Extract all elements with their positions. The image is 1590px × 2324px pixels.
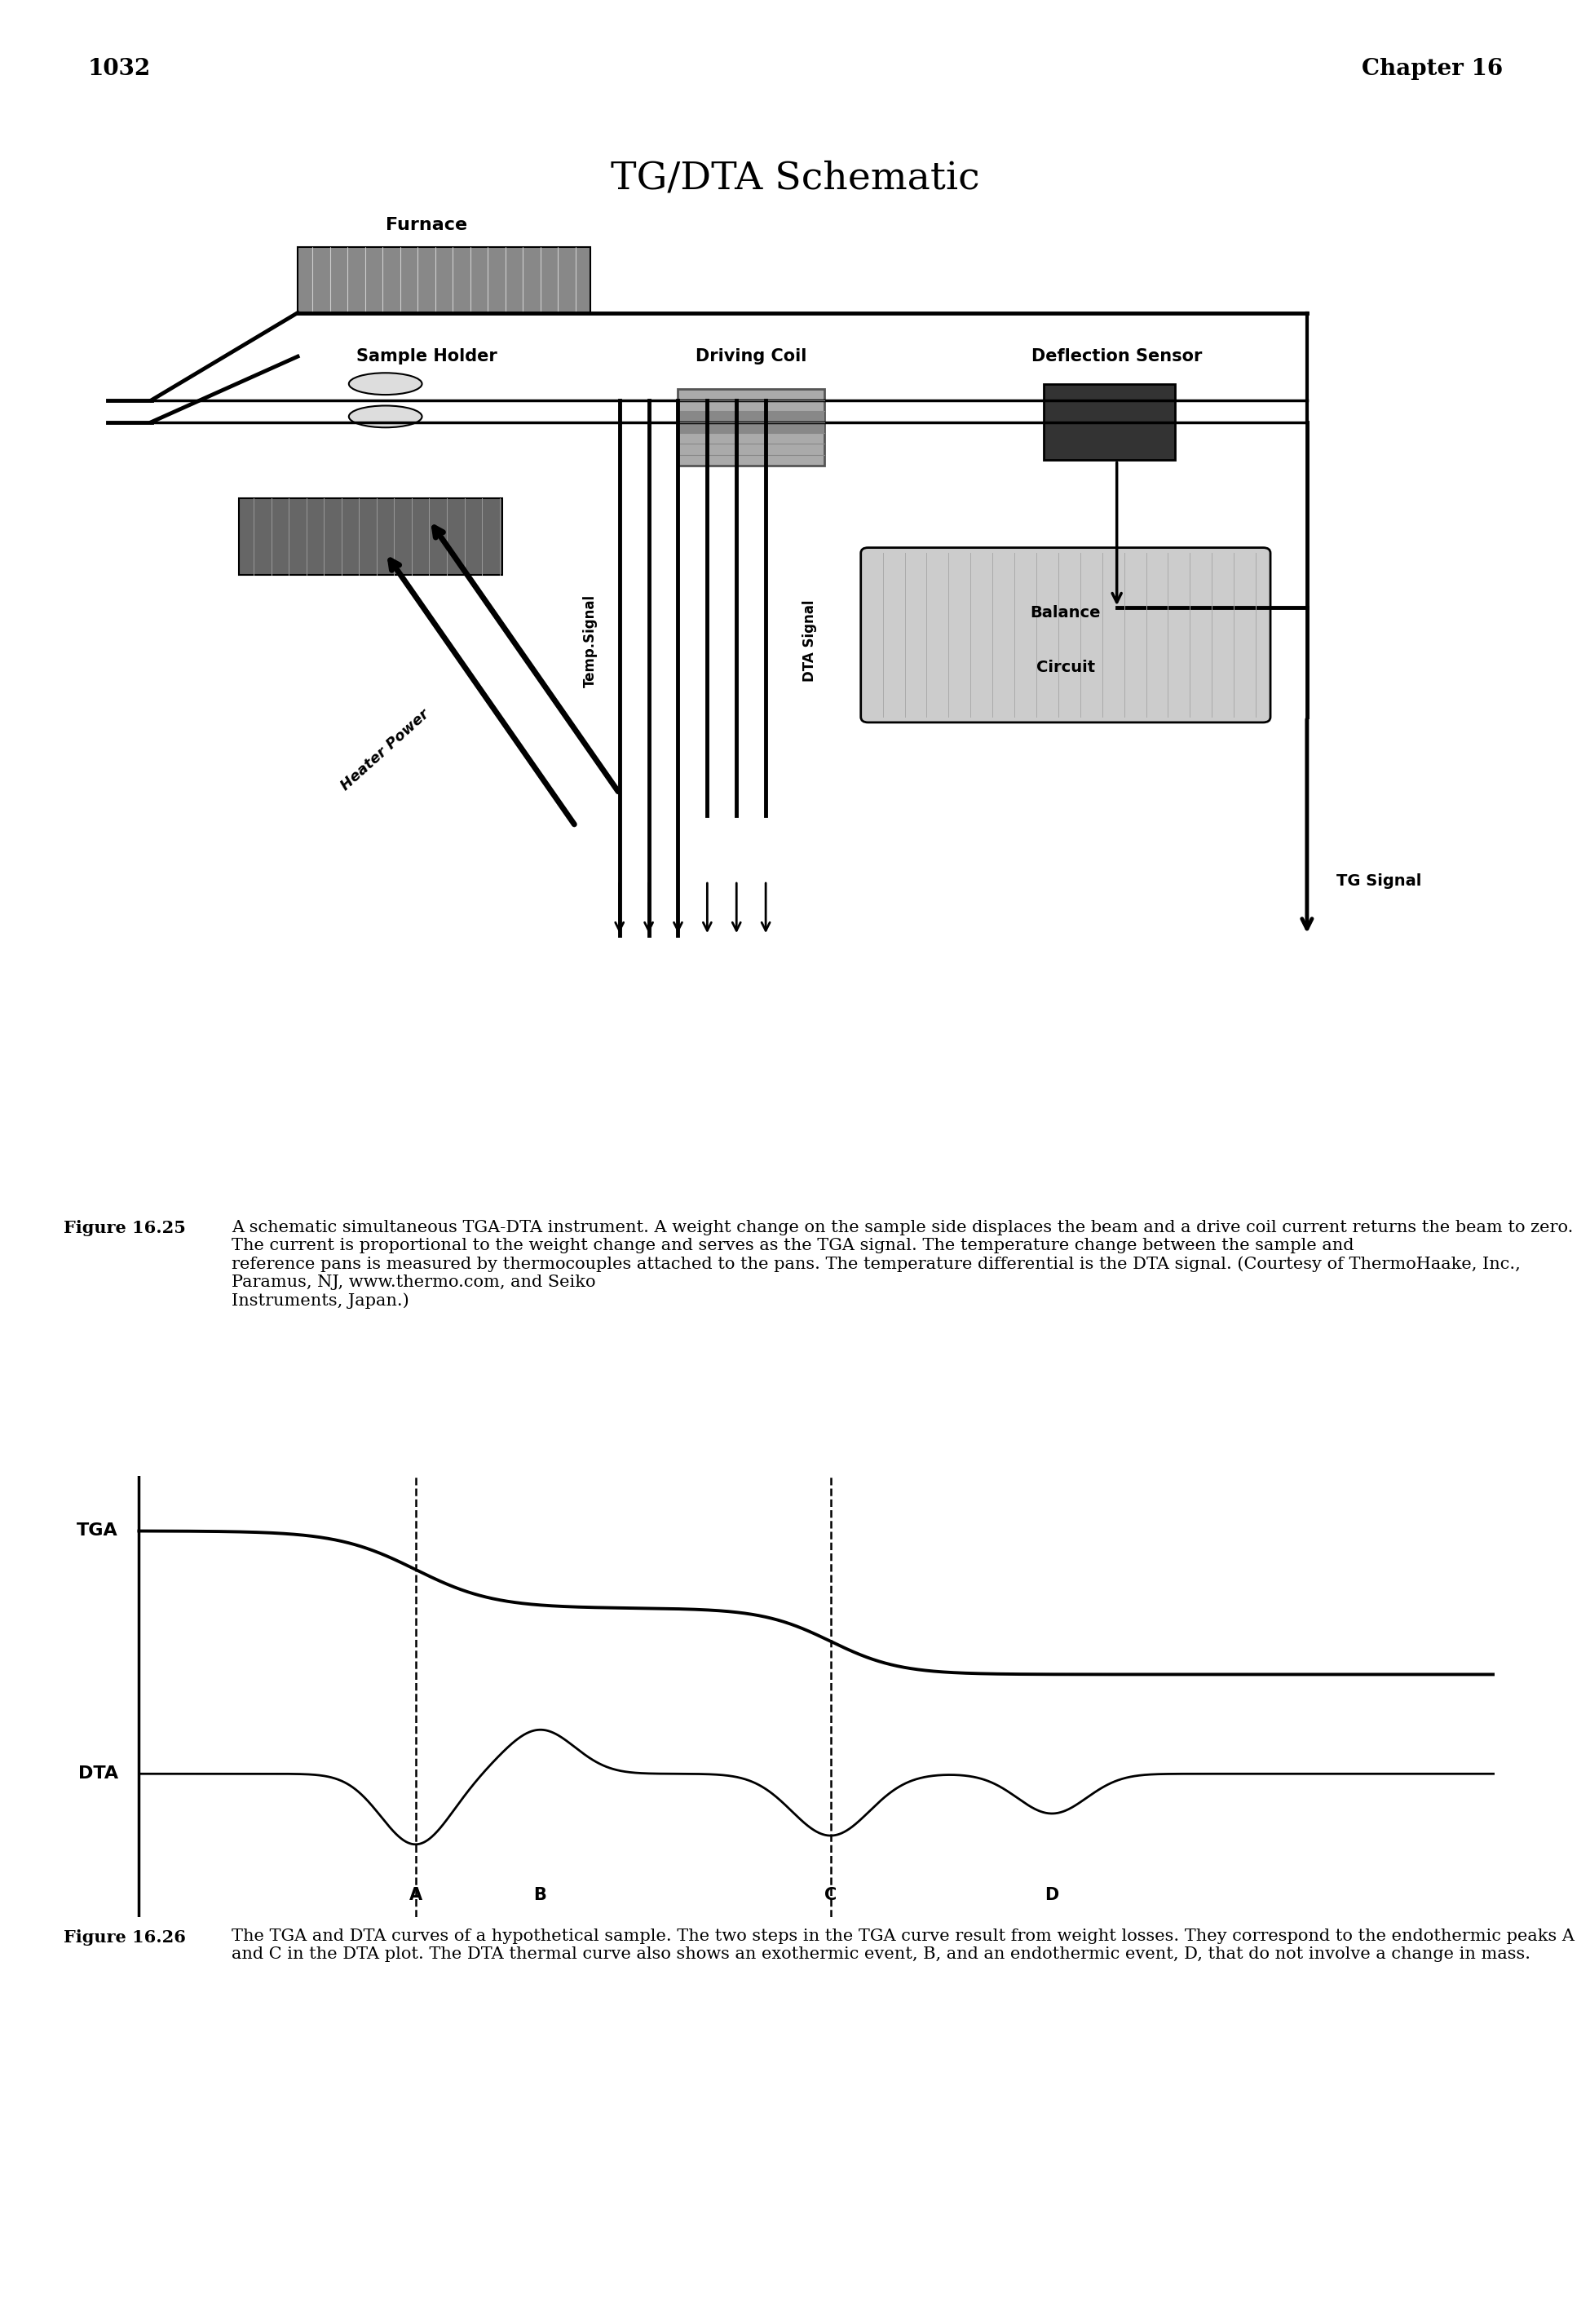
Bar — [1043, 383, 1175, 460]
Bar — [297, 246, 590, 314]
Text: Driving Coil: Driving Coil — [695, 349, 806, 365]
Text: DTA Signal: DTA Signal — [803, 600, 817, 681]
Text: Furnace: Furnace — [385, 216, 467, 235]
Ellipse shape — [348, 407, 421, 428]
Text: D: D — [1045, 1887, 1059, 1903]
Text: Figure 16.25: Figure 16.25 — [64, 1220, 186, 1236]
Text: TG Signal: TG Signal — [1336, 874, 1421, 888]
Text: TG/DTA Schematic: TG/DTA Schematic — [611, 160, 979, 198]
Text: 1032: 1032 — [87, 58, 151, 79]
Text: The TGA and DTA curves of a hypothetical sample. The two steps in the TGA curve : The TGA and DTA curves of a hypothetical… — [232, 1929, 1574, 1961]
Bar — [677, 390, 824, 465]
Text: Temp.Signal: Temp.Signal — [584, 595, 598, 688]
Text: Balance: Balance — [1030, 607, 1100, 621]
Ellipse shape — [348, 372, 421, 395]
Text: Chapter 16: Chapter 16 — [1361, 58, 1503, 79]
Text: B: B — [534, 1887, 547, 1903]
Text: TGA: TGA — [76, 1522, 118, 1538]
Text: C: C — [824, 1887, 836, 1903]
FancyBboxPatch shape — [860, 548, 1270, 723]
Text: A: A — [409, 1887, 423, 1903]
Text: Circuit: Circuit — [1037, 660, 1096, 676]
Text: Deflection Sensor: Deflection Sensor — [1032, 349, 1202, 365]
Text: Sample Holder: Sample Holder — [356, 349, 498, 365]
Text: A schematic simultaneous TGA-DTA instrument. A weight change on the sample side : A schematic simultaneous TGA-DTA instrum… — [232, 1220, 1574, 1308]
Bar — [677, 411, 824, 432]
Text: Figure 16.26: Figure 16.26 — [64, 1929, 186, 1945]
Text: Heater Power: Heater Power — [339, 706, 432, 792]
Text: DTA: DTA — [78, 1766, 118, 1783]
Bar — [238, 500, 502, 574]
